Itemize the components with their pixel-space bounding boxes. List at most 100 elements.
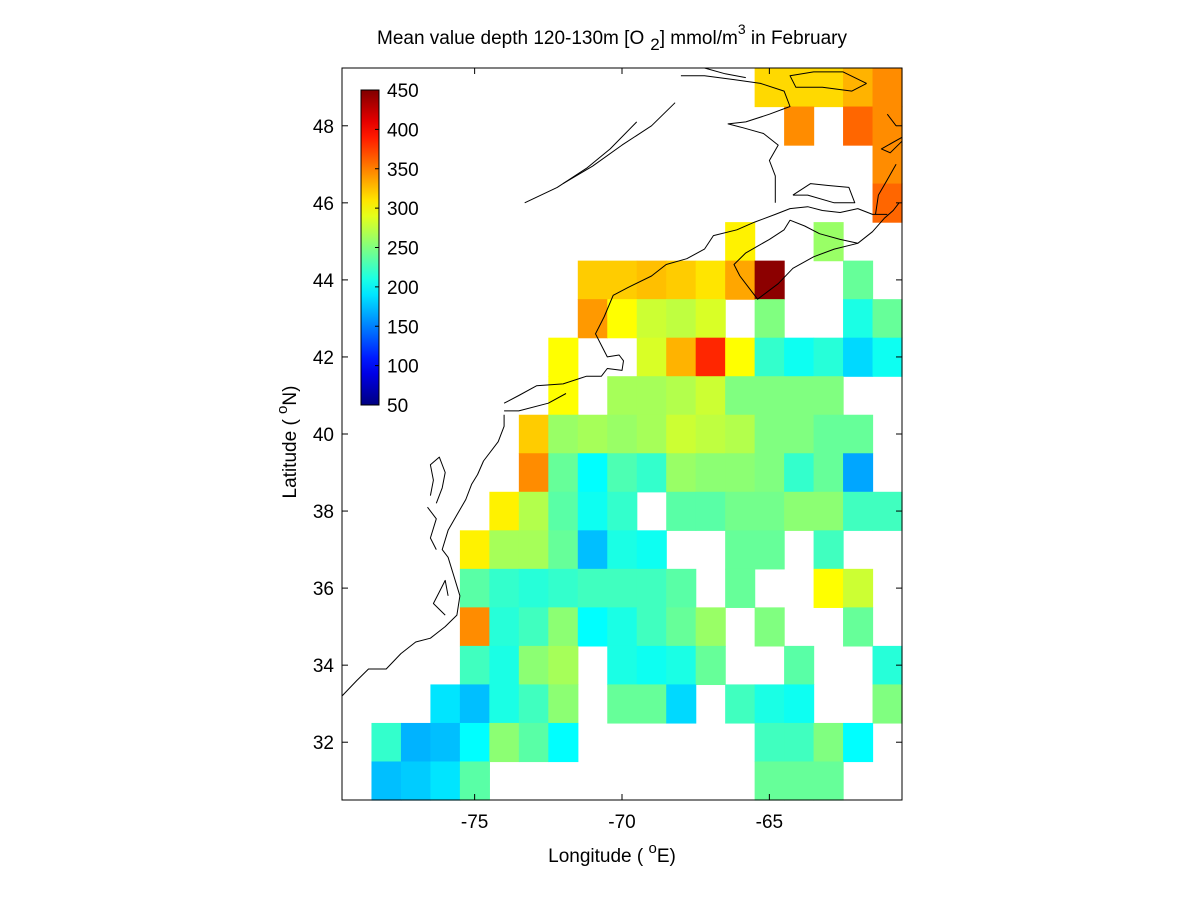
heatmap-cell [548, 684, 579, 724]
heatmap-cell [518, 453, 549, 493]
heatmap-cell [636, 568, 667, 608]
heatmap-cell [518, 530, 549, 570]
coastline-path [875, 164, 897, 215]
coastline-path [739, 242, 858, 300]
x-tick-label: -75 [461, 812, 488, 833]
coastline-path [789, 71, 867, 92]
heatmap-cell [843, 106, 874, 146]
heatmap-cell [784, 376, 815, 416]
heatmap-cells [371, 68, 903, 801]
heatmap-cell [577, 453, 608, 493]
heatmap-cell [784, 337, 815, 377]
heatmap-cell [459, 607, 490, 647]
heatmap-cell [636, 530, 667, 570]
heatmap-cell [489, 684, 520, 724]
heatmap-cell [813, 761, 844, 801]
y-tick-label: 44 [313, 271, 335, 292]
heatmap-cell [548, 645, 579, 686]
heatmap-cell [459, 530, 490, 570]
heatmap-cell [695, 376, 726, 416]
heatmap-cell [843, 453, 874, 493]
chart-title-superscript: 3 [738, 21, 746, 37]
y-tick-label: 38 [313, 502, 334, 523]
coastline-path [432, 579, 449, 616]
y-axis-ticks: 32 34 36 38 40 42 44 46 48 [313, 117, 902, 754]
heatmap-cell [607, 530, 638, 570]
coastline-path [524, 121, 638, 204]
heatmap-cell [607, 645, 638, 686]
heatmap-cell [607, 414, 638, 454]
heatmap-cell [695, 645, 726, 686]
heatmap-cell [636, 607, 667, 647]
heatmap-cell [607, 453, 638, 493]
heatmap-cell [813, 337, 844, 377]
heatmap-cell [784, 453, 815, 493]
heatmap-cell [843, 722, 874, 763]
heatmap-cell [813, 491, 844, 531]
heatmap-cell [813, 414, 844, 454]
y-axis-label-superscript: o [274, 406, 291, 414]
heatmap-cell [754, 491, 785, 531]
heatmap-cell [548, 722, 579, 763]
heatmap-cell [548, 414, 579, 454]
heatmap-cell [754, 530, 785, 570]
colorbar: 50 100 150 200 250 300 350 400 450 [360, 81, 419, 417]
coastline-path [429, 456, 446, 504]
heatmap-cell [548, 376, 579, 416]
heatmap-cell [489, 530, 520, 570]
heatmap-cell [666, 376, 697, 416]
heatmap-cell [813, 530, 844, 570]
heatmap-cell [548, 607, 579, 647]
heatmap-cell [518, 568, 549, 608]
heatmap-cell [518, 684, 549, 724]
y-tick-label: 46 [313, 194, 334, 215]
heatmap-cell [430, 722, 461, 763]
heatmap-cell [843, 607, 874, 647]
heatmap-cell [695, 260, 726, 300]
heatmap-cell [577, 530, 608, 570]
heatmap-cell [577, 414, 608, 454]
y-axis-label: Latitude ( oN) [274, 386, 301, 499]
heatmap-cell [695, 414, 726, 454]
colorbar-ticks: 50 100 150 200 250 300 350 400 450 [375, 81, 419, 417]
heatmap-cell [636, 414, 667, 454]
heatmap-cell [459, 645, 490, 686]
y-tick-label: 42 [313, 348, 334, 369]
heatmap-cell [666, 645, 697, 686]
heatmap-cell [725, 337, 756, 377]
colorbar-tick-label: 50 [387, 396, 408, 417]
heatmap-cell [813, 453, 844, 493]
x-tick-label: -65 [756, 812, 783, 833]
heatmap-cell [548, 491, 579, 531]
heatmap-cell [754, 684, 785, 724]
colorbar-tick-label: 250 [387, 239, 419, 260]
heatmap-cell [607, 491, 638, 531]
heatmap-cell [518, 491, 549, 531]
heatmap-cell [459, 568, 490, 608]
heatmap-cell [725, 376, 756, 416]
y-tick-label: 36 [313, 579, 334, 600]
heatmap-cell [430, 761, 461, 801]
coastline-path [880, 136, 903, 154]
heatmap-cell [784, 645, 815, 686]
heatmap-cell [754, 260, 785, 300]
colorbar-tick-label: 150 [387, 317, 419, 338]
heatmap-cell [695, 337, 726, 377]
y-axis-label-suffix: N) [280, 386, 301, 406]
heatmap-cell [400, 722, 432, 763]
coastline-path [733, 202, 900, 277]
heatmap-cell [518, 722, 549, 763]
coastline-path [792, 183, 856, 204]
heatmap-cell [489, 722, 520, 763]
heatmap-cell [430, 684, 461, 724]
heatmap-cell [754, 453, 785, 493]
colorbar-tick-label: 400 [387, 120, 419, 141]
y-tick-label: 34 [313, 656, 335, 677]
y-tick-label: 40 [313, 425, 334, 446]
chart-title: Mean value depth 120-130m [O 2] mmol/m3 i… [377, 21, 847, 54]
heatmap-cell [607, 684, 638, 724]
heatmap-cell [489, 491, 520, 531]
coastline-path [704, 67, 746, 79]
coastline-path [680, 75, 791, 203]
